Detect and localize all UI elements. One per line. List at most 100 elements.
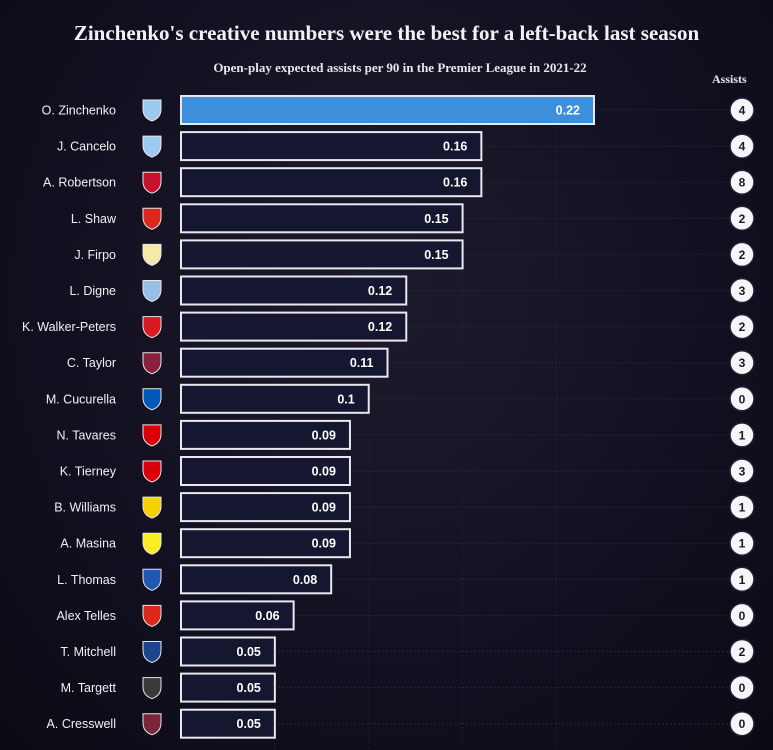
bar-row: A. Cresswell 0.05 0 [47,708,755,739]
value-label: 0.15 [424,212,448,226]
bar [180,708,276,739]
bar-row: A. Robertson 0.16 8 [43,167,755,198]
category-label: A. Masina [60,537,116,551]
assists-value: 4 [739,104,746,118]
value-label: 0.12 [368,284,392,298]
assists-badge [729,386,755,412]
assists-value: 1 [739,501,746,515]
assists-badge [729,710,755,737]
bar-row: K. Tierney 0.09 3 [60,456,755,486]
assists-value: 0 [739,717,746,731]
value-label: 0.11 [350,356,374,370]
newcastle-crest-icon [142,677,162,700]
category-label: C. Taylor [67,356,116,370]
bar [180,456,351,486]
category-label: K. Walker-Peters [22,320,116,334]
value-label: 0.09 [312,428,336,442]
assists-value: 3 [739,465,746,479]
value-label: 0.05 [237,717,261,731]
chart-subtitle: Open-play expected assists per 90 in the… [213,60,587,75]
bar [180,636,276,667]
bar [180,239,464,270]
bar [180,311,408,342]
assists-value: 2 [739,248,746,262]
man-utd-crest-icon [142,207,162,230]
bar [180,131,483,162]
assists-badge [729,241,755,268]
assists-value: 0 [739,609,746,623]
category-label: O. Zinchenko [42,104,116,118]
assists-badge [729,422,755,448]
assists-value: 2 [739,645,746,659]
bar [180,419,351,450]
bar-row: J. Firpo 0.15 2 [74,239,755,270]
assists-value: 2 [739,212,746,226]
assists-badge [729,638,755,665]
bar-row: O. Zinchenko 0.22 4 [42,95,755,125]
category-label: M. Targett [61,681,117,695]
category-label: J. Cancelo [57,140,116,154]
liverpool-crest-icon [142,171,162,194]
assists-badge [729,530,755,556]
category-label: A. Robertson [43,176,116,190]
norwich-crest-icon [142,496,162,519]
burnley-crest-icon [142,352,162,375]
value-label: 0.09 [312,501,336,515]
value-label: 0.16 [443,176,467,190]
aston-villa-crest-icon [142,280,162,303]
leicester-crest-icon [142,568,162,591]
bar-row: T. Mitchell 0.05 2 [60,636,755,667]
assists-badge [729,169,755,195]
arsenal-crest-icon [142,460,162,483]
bar [180,672,276,703]
category-label: Alex Telles [56,609,116,623]
assists-badge [729,349,755,376]
bar-row: J. Cancelo 0.16 4 [57,131,755,162]
bar-row: L. Thomas 0.08 1 [57,564,755,595]
category-label: T. Mitchell [60,645,116,659]
assists-badge [729,674,755,701]
southampton-crest-icon [142,316,162,339]
assists-badge [729,205,755,232]
bar-row: M. Targett 0.05 0 [61,672,755,703]
assists-value: 1 [739,428,746,442]
value-label: 0.16 [443,140,467,154]
assists-badge [729,494,755,520]
assists-value: 1 [739,537,746,551]
assists-badge [729,313,755,340]
category-label: M. Cucurella [46,392,116,406]
bar [180,95,595,125]
category-label: L. Digne [69,284,116,298]
value-label: 0.15 [424,248,448,262]
bar-row: C. Taylor 0.11 3 [67,347,755,378]
value-label: 0.06 [255,609,279,623]
value-label: 0.09 [312,465,336,479]
value-label: 0.05 [237,681,261,695]
bar-row: A. Masina 0.09 1 [60,528,755,559]
assists-badge [729,277,755,304]
assists-value: 0 [739,392,746,406]
value-label: 0.1 [337,392,354,406]
value-label: 0.09 [312,537,336,551]
bar [180,275,408,306]
watford-crest-icon [142,532,162,555]
value-label: 0.05 [237,645,261,659]
bar-row: K. Walker-Peters 0.12 2 [22,311,755,342]
assists-value: 2 [739,320,746,334]
assists-column-header: Assists [712,72,747,86]
leeds-crest-icon [142,243,162,266]
bar-row: Alex Telles 0.06 0 [56,600,755,631]
value-label: 0.22 [556,104,580,118]
bar [180,600,295,631]
bar [180,528,351,559]
category-label: L. Shaw [71,212,117,226]
assists-value: 1 [739,573,746,587]
man-city-crest-icon [142,99,162,122]
value-label: 0.12 [368,320,392,334]
bar [180,564,333,595]
assists-badge [729,602,755,629]
assists-value: 3 [739,356,746,370]
bar [180,203,464,234]
assists-badge [729,133,755,159]
